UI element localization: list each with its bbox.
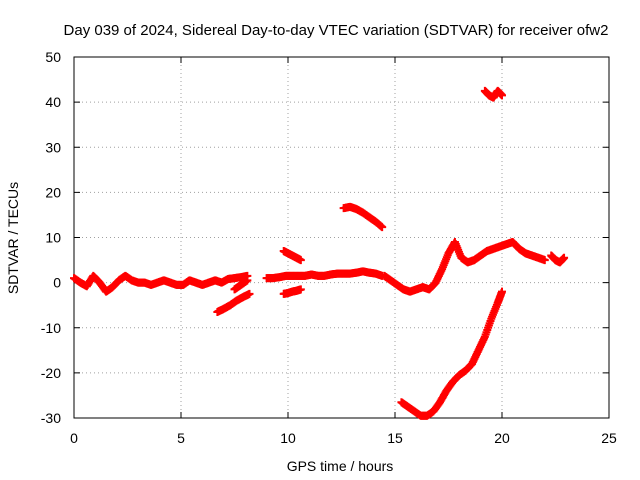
axis-ticks: 0 5 10 15 20 25 -30 -20 -10 0 10 20 30 40 50	[41, 49, 617, 446]
data-point	[498, 287, 506, 296]
data-point	[296, 285, 305, 294]
y-tick-label: -30	[41, 410, 61, 426]
data-series	[70, 86, 569, 420]
y-tick-label: 10	[45, 230, 61, 246]
y-tick-label: 50	[45, 49, 61, 65]
data-point	[245, 289, 254, 298]
data-point	[378, 223, 387, 232]
x-tick-label: 0	[70, 430, 78, 446]
data-point	[498, 91, 506, 100]
series-arc-1	[70, 271, 252, 296]
x-tick-label: 10	[280, 430, 296, 446]
series-arc-6	[279, 285, 305, 298]
y-tick-label: 0	[53, 275, 61, 291]
grid-lines	[74, 57, 609, 418]
x-axis-label: GPS time / hours	[287, 458, 394, 474]
series-arc-5	[279, 247, 305, 265]
data-point	[540, 256, 549, 265]
y-tick-label: 30	[45, 139, 61, 155]
data-point	[560, 253, 569, 262]
data-point	[243, 276, 252, 285]
data-point	[296, 256, 305, 265]
series-arc-11	[480, 86, 506, 102]
series-arc-10	[397, 287, 506, 420]
series-arc-2	[213, 289, 254, 316]
y-tick-label: -10	[41, 320, 61, 336]
y-tick-label: 40	[45, 94, 61, 110]
series-arc-8	[380, 238, 549, 296]
series-arc-3	[230, 276, 252, 294]
x-tick-label: 5	[177, 430, 185, 446]
y-axis-label: SDTVAR / TECUs	[5, 182, 21, 294]
x-tick-label: 25	[601, 430, 617, 446]
y-tick-label: 20	[45, 184, 61, 200]
chart-title: Day 039 of 2024, Sidereal Day-to-day VTE…	[64, 22, 609, 39]
x-tick-label: 15	[387, 430, 403, 446]
series-arc-9	[547, 251, 569, 267]
y-tick-label: -20	[41, 365, 61, 381]
x-tick-label: 20	[494, 430, 510, 446]
series-arc-4	[262, 267, 387, 283]
series-arc-7	[339, 202, 387, 232]
